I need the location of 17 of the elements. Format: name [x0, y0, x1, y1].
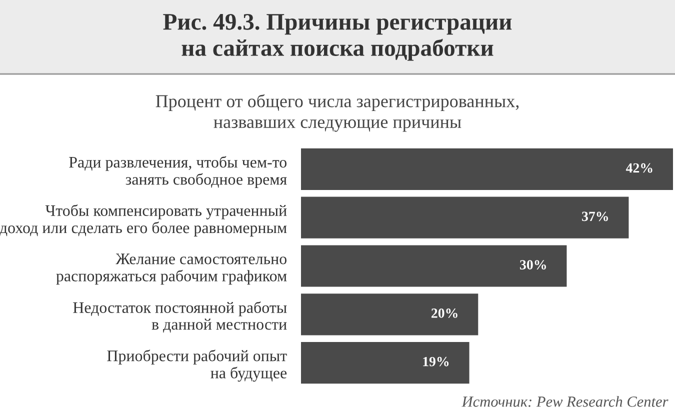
bar: [301, 148, 673, 190]
data-label: 42%: [626, 163, 652, 173]
y-tick-label: Недостаток постоянной работы в данной местности: [73, 301, 287, 333]
data-label: 30%: [520, 260, 546, 270]
y-tick-label: Приобрести рабочий опыт на будущее: [107, 350, 287, 382]
y-tick-label: Ради развлечения, чтобы чем-то занять свободное время: [69, 156, 287, 188]
bar: [301, 196, 629, 238]
bar: [301, 245, 567, 287]
chart-subtitle: Процент от общего числа зарегистрированных, назвавших следующие причины: [156, 94, 519, 132]
chart-title: Рис. 49.3. Причины регистрации на сайтах поиска подработки: [163, 14, 512, 61]
text: Источник: Pew Research Center: [462, 396, 668, 407]
data-label: 19%: [423, 356, 449, 366]
bar: [301, 294, 478, 336]
data-label: 37%: [582, 212, 608, 222]
y-tick-label: Желание самостоятельно распоряжаться рабочим графиком: [56, 254, 287, 285]
bar: [301, 342, 470, 384]
data-label: 20%: [432, 308, 458, 318]
